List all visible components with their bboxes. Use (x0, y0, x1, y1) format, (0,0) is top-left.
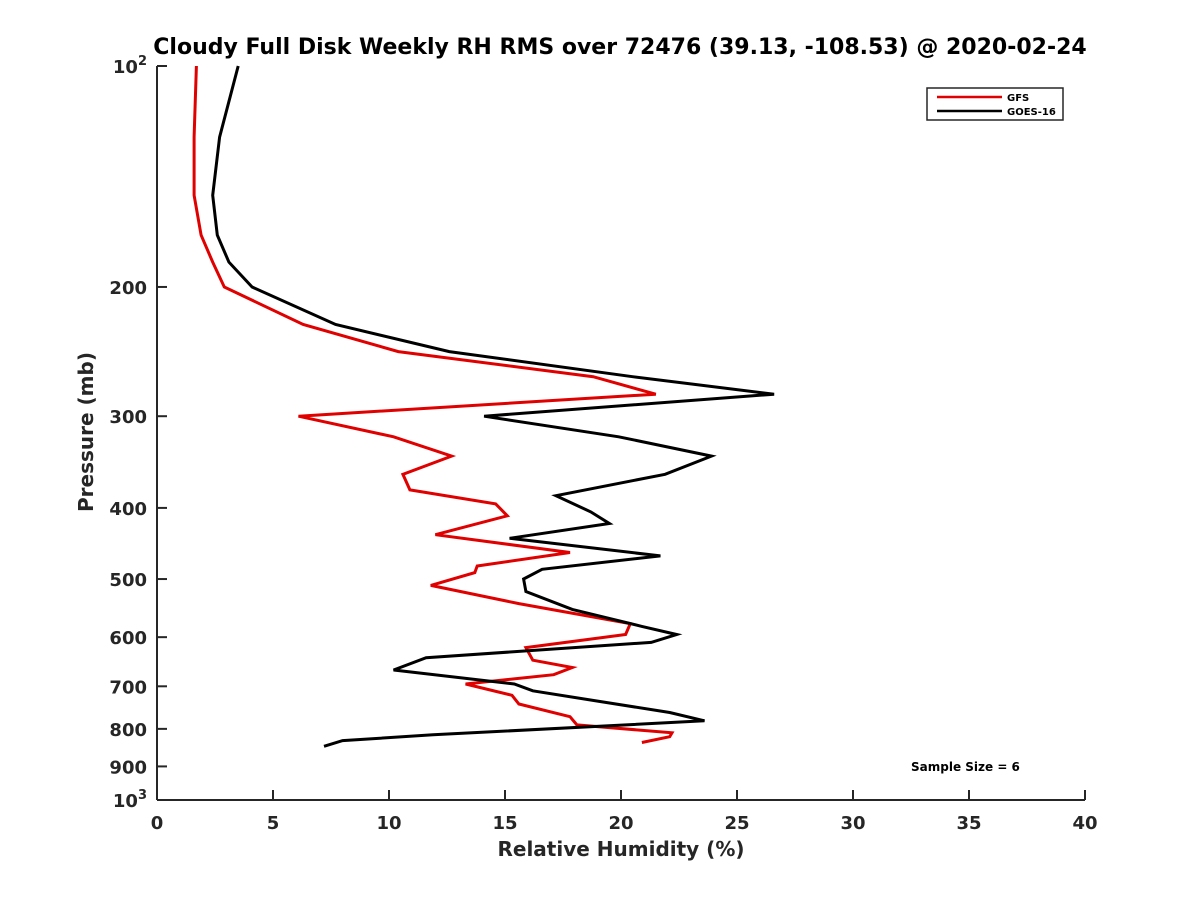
x-tick-label: 25 (724, 813, 749, 834)
legend: GFS GOES-16 (926, 87, 1064, 121)
y-tick-label: 400 (109, 499, 147, 520)
x-tick-label: 5 (267, 813, 280, 834)
y-tick-label: 103 (113, 788, 147, 812)
legend-box (926, 87, 1064, 121)
y-tick-label: 600 (109, 628, 147, 649)
y-tick-label: 102 (113, 54, 147, 78)
y-tick-label: 900 (109, 757, 147, 778)
y-tick-label: 300 (109, 407, 147, 428)
sample-size-annotation: Sample Size = 6 (911, 760, 1020, 774)
x-tick-label: 40 (1072, 813, 1097, 834)
x-axis-label: Relative Humidity (%) (497, 837, 744, 861)
legend-label-goes16: GOES-16 (1007, 107, 1056, 118)
x-tick-label: 30 (840, 813, 865, 834)
x-tick-label: 0 (151, 813, 164, 834)
x-tick-label: 15 (492, 813, 517, 834)
chart-title: Cloudy Full Disk Weekly RH RMS over 7247… (153, 35, 1086, 60)
x-tick-label: 10 (376, 813, 401, 834)
series-line-goes16 (211, 65, 775, 748)
series-line-gfs (192, 65, 675, 744)
plot-area: 0 5 10 15 20 25 30 35 40 102 200 300 400 500 600 700 800… (109, 54, 1097, 834)
x-tick-label: 35 (956, 813, 981, 834)
y-tick-label: 500 (109, 570, 147, 591)
y-axis-label: Pressure (mb) (74, 352, 98, 512)
x-tick-label: 20 (608, 813, 633, 834)
y-tick-label: 800 (109, 720, 147, 741)
legend-label-gfs: GFS (1007, 93, 1029, 104)
y-tick-label: 700 (109, 677, 147, 698)
y-tick-label: 200 (109, 278, 147, 299)
